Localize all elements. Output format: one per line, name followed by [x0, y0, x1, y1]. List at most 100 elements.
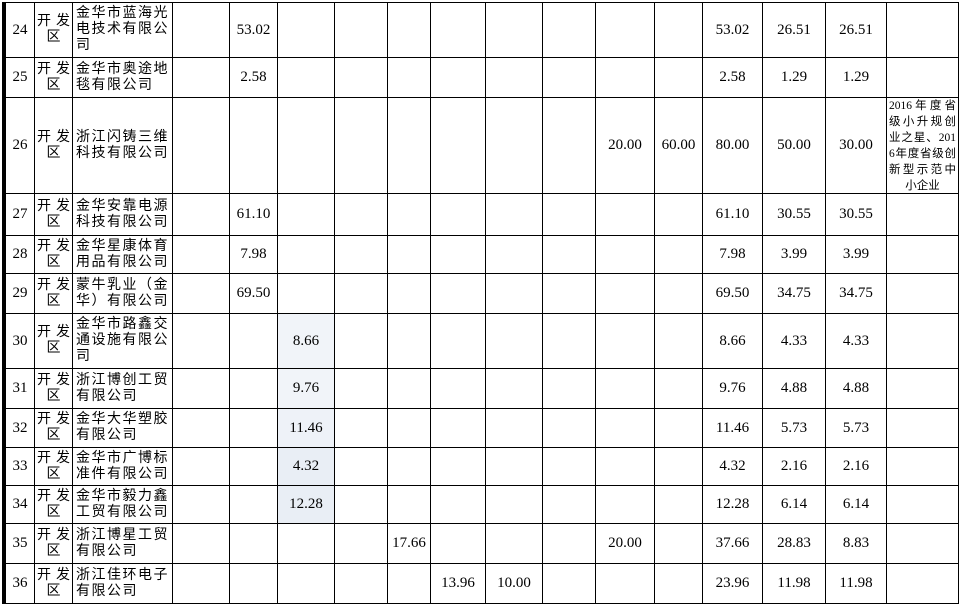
value-cell: [655, 486, 703, 524]
note-cell: [887, 3, 959, 58]
value-cell: [596, 194, 655, 236]
company-name-cell-text: 金华市蓝海光电技术有限公司: [76, 6, 169, 53]
company-name-cell-text: 蒙牛乳业（金华）有限公司: [76, 277, 169, 309]
value-cell: 69.50: [703, 274, 763, 314]
value-cell: [335, 274, 388, 314]
value-cell: [543, 409, 596, 448]
value-cell: [335, 409, 388, 448]
zone-cell-text: 开发区: [37, 325, 70, 356]
zone-cell: 开发区: [35, 448, 73, 486]
value-cell: [655, 448, 703, 486]
note-cell: [887, 448, 959, 486]
value-cell: [388, 486, 431, 524]
zone-cell-text: 开发区: [37, 488, 70, 520]
value-cell: 4.88: [763, 369, 826, 409]
value-cell: [388, 409, 431, 448]
value-cell: [431, 3, 486, 58]
company-name-cell: 金华安靠电源科技有限公司: [73, 194, 173, 236]
value-cell: [655, 314, 703, 369]
value-cell: [173, 486, 230, 524]
company-name-cell-text: 浙江闪铸三维科技有限公司: [76, 129, 169, 161]
value-cell: [486, 409, 543, 448]
value-cell: 34.75: [826, 274, 887, 314]
value-cell: [655, 274, 703, 314]
value-cell: [543, 98, 596, 194]
company-name-cell: 浙江闪铸三维科技有限公司: [73, 98, 173, 194]
value-cell: [335, 58, 388, 98]
value-cell: [388, 564, 431, 604]
value-cell: [543, 3, 596, 58]
value-cell: [173, 314, 230, 369]
note-cell: [887, 274, 959, 314]
value-cell: 13.96: [431, 564, 486, 604]
note-cell: [887, 58, 959, 98]
value-cell: [230, 369, 278, 409]
value-cell: [431, 274, 486, 314]
value-cell: [173, 3, 230, 58]
company-name-cell-text: 浙江博星工贸有限公司: [76, 527, 169, 559]
value-cell: [486, 236, 543, 274]
value-cell: [388, 58, 431, 98]
value-cell: [486, 3, 543, 58]
value-cell: 3.99: [826, 236, 887, 274]
value-cell: [388, 314, 431, 369]
value-cell: [431, 409, 486, 448]
note-cell: [887, 369, 959, 409]
value-cell: [543, 314, 596, 369]
value-cell: 2.58: [230, 58, 278, 98]
value-cell: 4.33: [763, 314, 826, 369]
company-name-cell-text: 金华市毅力鑫工贸有限公司: [76, 488, 169, 520]
row-number-cell: 28: [6, 236, 35, 274]
value-cell: [486, 369, 543, 409]
value-cell: 8.66: [703, 314, 763, 369]
value-cell: 61.10: [230, 194, 278, 236]
zone-cell: 开发区: [35, 3, 73, 58]
note-cell: [887, 486, 959, 524]
value-cell: [388, 98, 431, 194]
zone-cell: 开发区: [35, 194, 73, 236]
value-cell: 9.76: [278, 369, 335, 409]
value-cell: [543, 274, 596, 314]
value-cell: [335, 564, 388, 604]
value-cell: [335, 314, 388, 369]
value-cell: [655, 524, 703, 564]
value-cell: [388, 236, 431, 274]
value-cell: [335, 448, 388, 486]
value-cell: 6.14: [763, 486, 826, 524]
value-cell: 12.28: [278, 486, 335, 524]
value-cell: [596, 486, 655, 524]
value-cell: [278, 274, 335, 314]
value-cell: [278, 58, 335, 98]
zone-cell-text: 开发区: [37, 372, 70, 404]
value-cell: 50.00: [763, 98, 826, 194]
value-cell: [486, 486, 543, 524]
value-cell: [655, 3, 703, 58]
value-cell: [173, 58, 230, 98]
value-cell: [335, 3, 388, 58]
company-name-cell: 金华大华塑胶有限公司: [73, 409, 173, 448]
value-cell: 3.99: [763, 236, 826, 274]
value-cell: [431, 98, 486, 194]
value-cell: 20.00: [596, 98, 655, 194]
value-cell: [335, 524, 388, 564]
value-cell: 7.98: [230, 236, 278, 274]
row-number-cell: 29: [6, 274, 35, 314]
value-cell: [655, 409, 703, 448]
value-cell: [173, 369, 230, 409]
row-number-cell: 35: [6, 524, 35, 564]
value-cell: [335, 194, 388, 236]
value-cell: 53.02: [230, 3, 278, 58]
value-cell: 23.96: [703, 564, 763, 604]
value-cell: [486, 448, 543, 486]
zone-cell-text: 开发区: [37, 129, 70, 161]
value-cell: 20.00: [596, 524, 655, 564]
value-cell: [596, 3, 655, 58]
value-cell: [596, 369, 655, 409]
value-cell: [431, 524, 486, 564]
value-cell: [431, 194, 486, 236]
value-cell: [543, 58, 596, 98]
zone-cell: 开发区: [35, 314, 73, 369]
value-cell: [278, 3, 335, 58]
company-name-cell: 浙江博星工贸有限公司: [73, 524, 173, 564]
